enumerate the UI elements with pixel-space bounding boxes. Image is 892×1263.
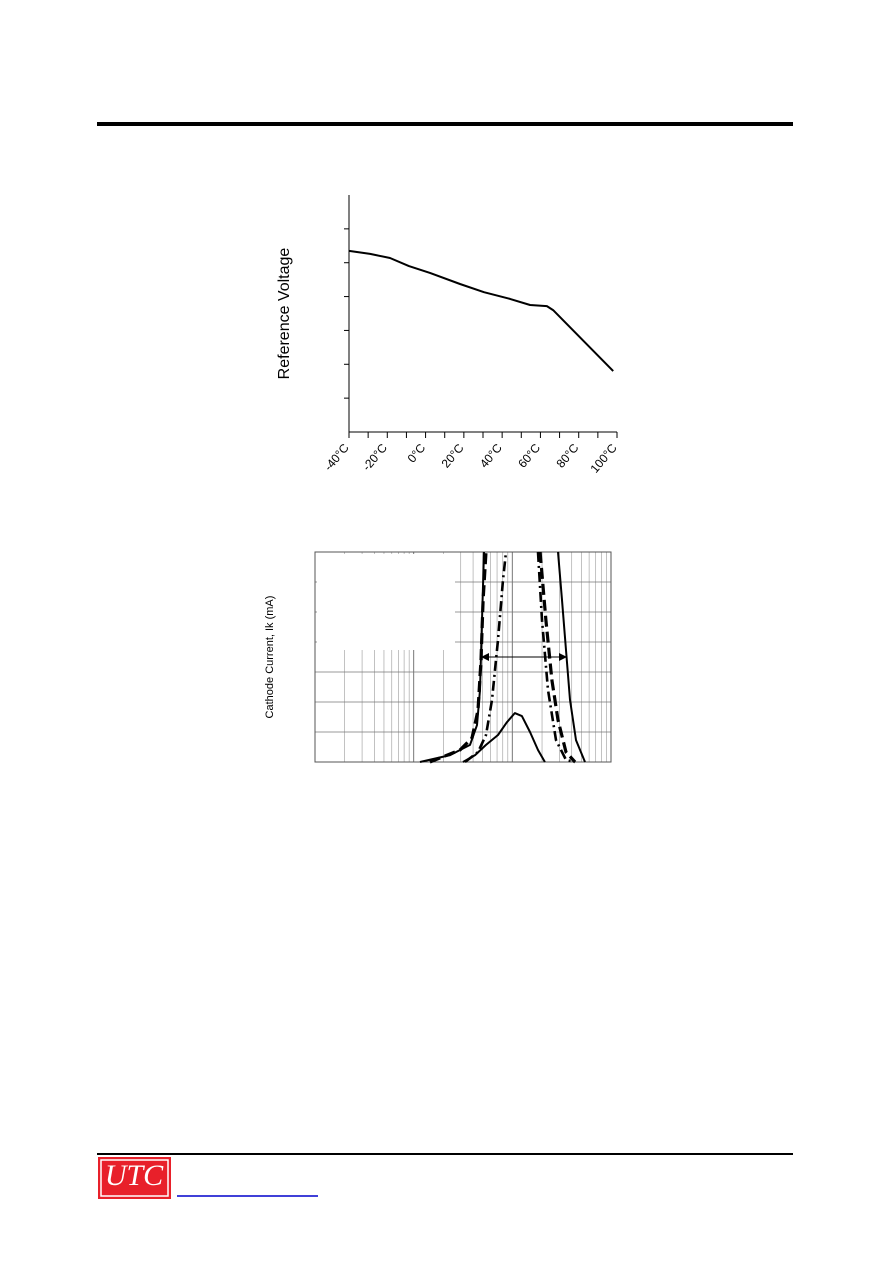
x-tick-label: -20°C: [359, 441, 390, 474]
curve: [429, 551, 577, 764]
footer-rule: [97, 1153, 793, 1155]
y-axis-label: Cathode Current, Ik (mA): [264, 596, 276, 719]
arrow-head-right: [559, 653, 567, 661]
header-rule: [97, 122, 793, 126]
y-axis-label: Reference Voltage: [276, 248, 293, 380]
x-tick-label: 20°C: [439, 441, 467, 471]
curve: [348, 249, 614, 372]
logo-frame: [100, 1159, 169, 1197]
x-tick-label: 40°C: [477, 441, 505, 471]
curve: [462, 712, 546, 763]
curve: [464, 551, 576, 764]
legend-area: [317, 554, 455, 650]
logo-box: [98, 1157, 171, 1199]
x-tick-label: 0°C: [405, 441, 429, 466]
arrow-head-left: [481, 653, 489, 661]
logo-text: UTC: [105, 1159, 164, 1192]
x-tick-label: 60°C: [515, 441, 543, 471]
x-tick-label: 80°C: [553, 441, 581, 471]
x-tick-label: -40°C: [321, 441, 352, 474]
x-tick-label: 100°C: [587, 441, 619, 476]
